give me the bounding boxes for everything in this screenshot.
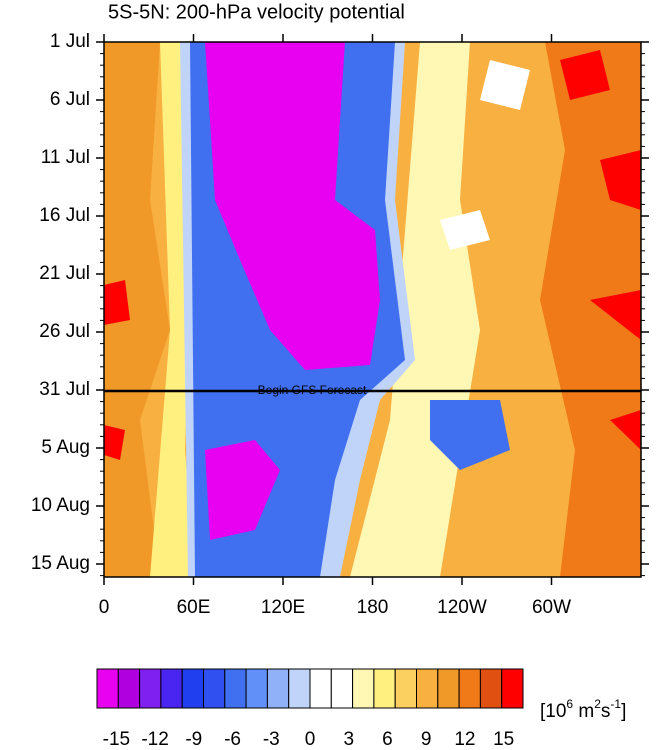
colorbar-tick-label: 9 — [421, 729, 432, 750]
y-tick-label: 5 Aug — [41, 437, 90, 458]
colorbar: -15 -12 -9 -6 -3 0 3 6 9 12 15 — [96, 668, 524, 750]
x-tick-label: 60W — [532, 597, 571, 618]
y-tick-label: 15 Aug — [31, 553, 90, 574]
colorbar-box — [288, 668, 311, 709]
y-tick-label: 10 Aug — [31, 495, 90, 516]
colorbar-box — [394, 668, 418, 709]
colorbar-tick-label: -12 — [141, 729, 168, 750]
colorbar-tick-label: -6 — [224, 729, 241, 750]
x-tick-label: 60E — [177, 597, 211, 618]
colorbar-box — [458, 668, 481, 709]
colorbar-box — [203, 668, 226, 709]
colorbar-tick-label: -3 — [263, 729, 280, 750]
axes: 1 Jul 6 Jul 11 Jul 16 Jul 21 Jul 26 Jul 31 Jul… — [31, 31, 649, 618]
colorbar-tick-label: 12 — [454, 729, 475, 750]
x-tick-label: 0 — [99, 597, 110, 618]
annotation: Begin GFS Forecast — [258, 383, 367, 397]
y-tick-label: 16 Jul — [39, 205, 90, 226]
colorbar-box — [160, 668, 183, 709]
colorbar-tick-label: -9 — [185, 729, 202, 750]
colorbar-box — [181, 668, 204, 709]
colorbar-tick-label: 6 — [382, 729, 393, 750]
chart-title: 5S-5N: 200-hPa velocity potential — [108, 1, 405, 23]
colorbar-box — [224, 668, 247, 709]
y-tick-label: 31 Jul — [39, 379, 90, 400]
units-label: [106 m2s-1] — [540, 697, 626, 722]
colorbar-box — [245, 668, 268, 709]
colorbar-box — [373, 668, 396, 709]
colorbar-box — [139, 668, 162, 709]
colorbar-box — [416, 668, 439, 709]
x-tick-label: 120W — [437, 597, 487, 618]
x-tick-label: 180 — [357, 597, 389, 618]
y-tick-label: 6 Jul — [50, 89, 90, 110]
colorbar-box — [501, 668, 524, 709]
colorbar-tick-label: 3 — [343, 729, 354, 750]
colorbar-box — [330, 668, 354, 709]
y-tick-label: 11 Jul — [41, 147, 90, 168]
colorbar-tick-label: 0 — [305, 729, 316, 750]
colorbar-box — [352, 668, 375, 709]
y-tick-label: 21 Jul — [39, 263, 90, 284]
colorbar-tick-label: 15 — [493, 729, 514, 750]
field — [104, 42, 641, 577]
colorbar-box — [309, 668, 332, 709]
x-tick-label: 120E — [261, 597, 305, 618]
colorbar-tick-label: -15 — [103, 729, 130, 750]
colorbar-box — [437, 668, 460, 709]
colorbar-box — [479, 668, 503, 709]
y-tick-label: 1 Jul — [50, 31, 90, 52]
colorbar-box — [96, 668, 119, 709]
colorbar-box — [266, 668, 290, 709]
y-tick-label: 26 Jul — [39, 321, 90, 342]
colorbar-box — [117, 668, 141, 709]
